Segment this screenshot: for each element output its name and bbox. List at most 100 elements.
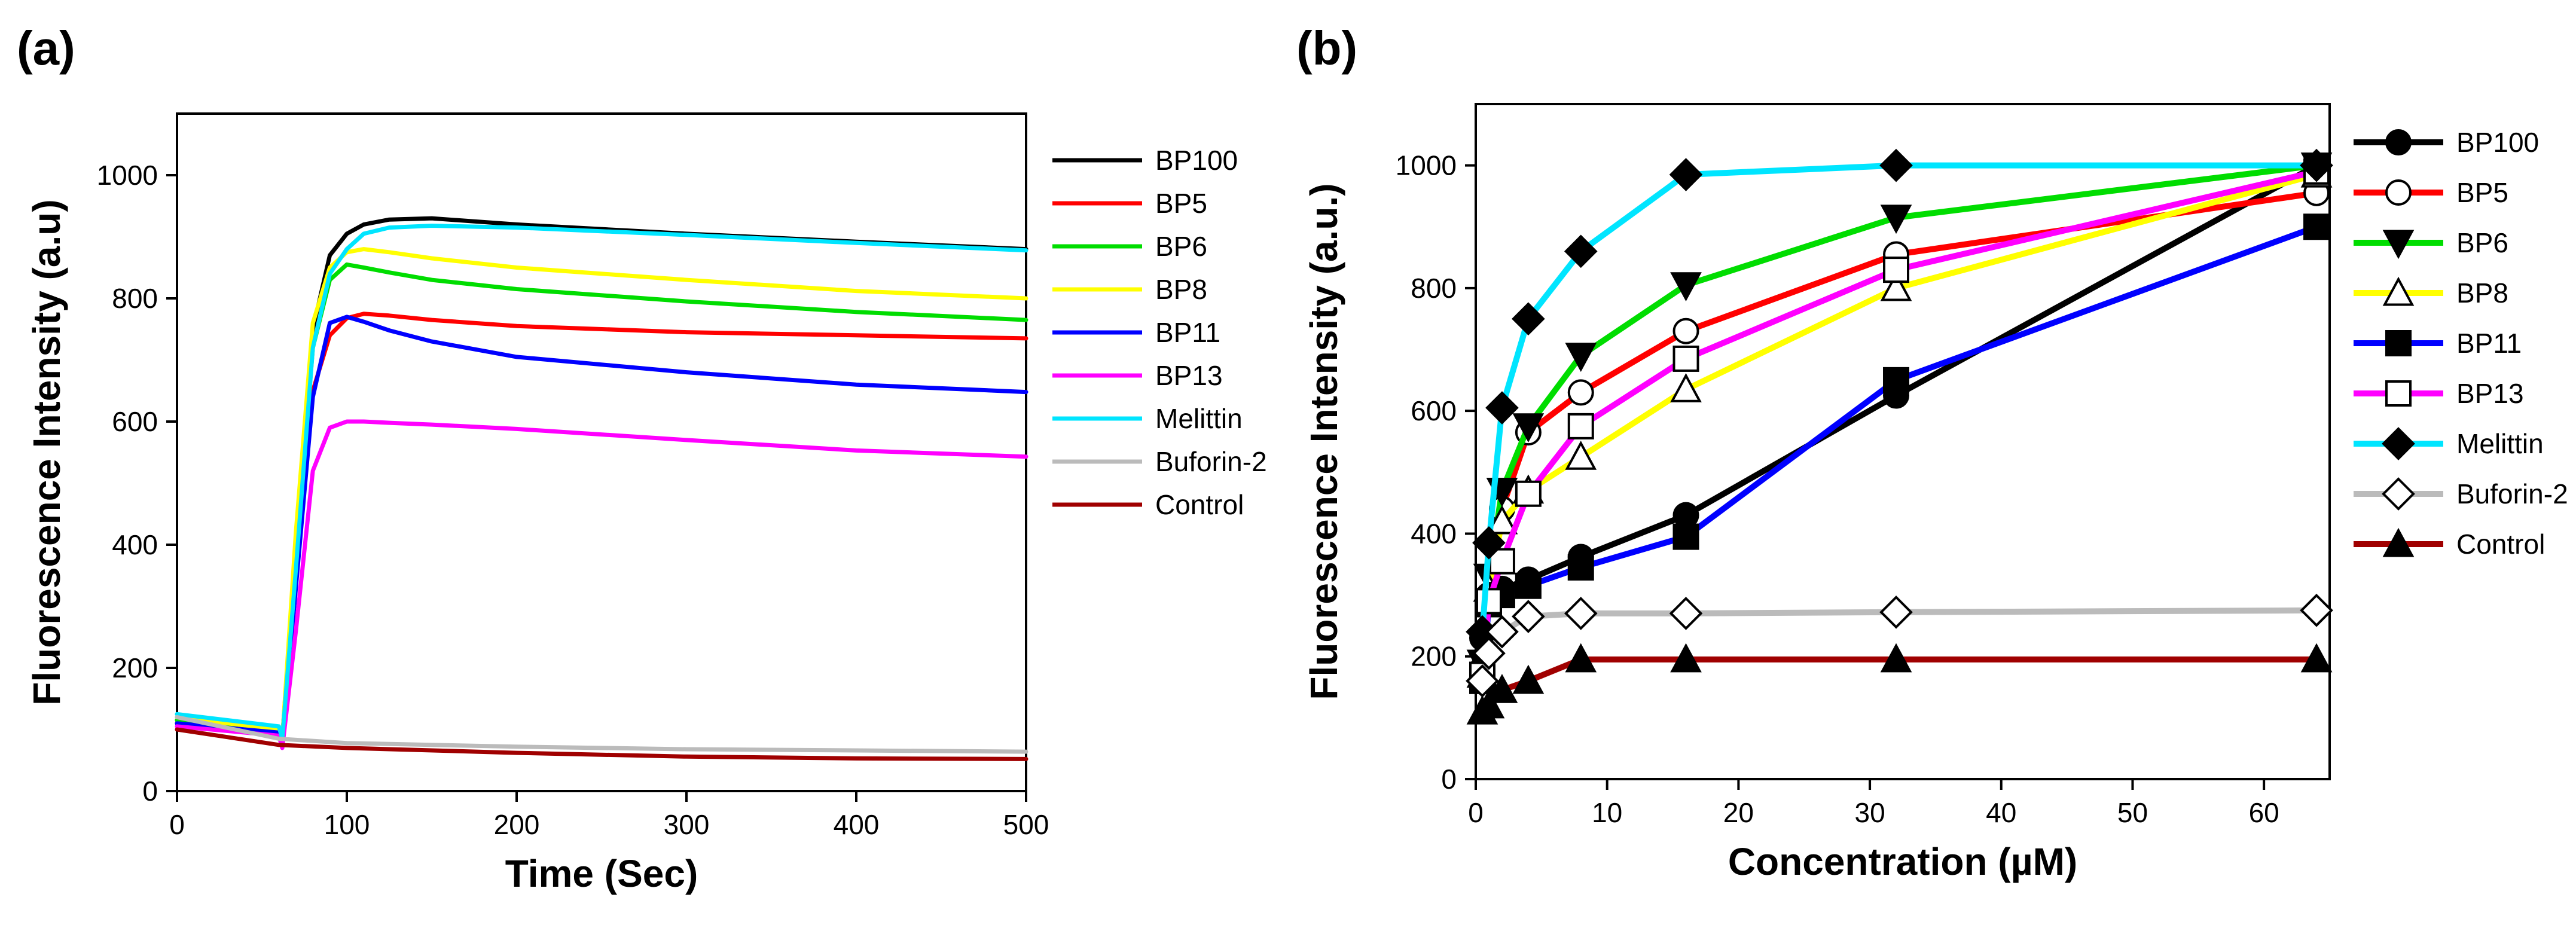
data-point-melittin [1879, 148, 1913, 182]
data-point-control [1880, 643, 1912, 673]
y-axis-title: Fluorescence Intensity (a.u.) [1302, 183, 1345, 700]
series-line-bp6 [1479, 162, 2319, 666]
series-line-buforin-2 [175, 715, 1028, 754]
data-point-buforin-2 [1485, 615, 1519, 649]
legend-label: BP13 [1155, 360, 1223, 391]
y-tick-label: 400 [1411, 518, 1457, 549]
legend-marker [2385, 129, 2412, 155]
data-point-bp8 [1486, 505, 1518, 535]
x-tick-label: 0 [169, 809, 185, 840]
legend-label: Buforin-2 [1155, 446, 1267, 477]
plot-frame [176, 112, 1027, 792]
data-point-bp13 [1567, 413, 1594, 439]
y-tick-label: 400 [112, 529, 158, 560]
legend-label: BP11 [2456, 328, 2522, 359]
legend-entry-control: Control [1052, 489, 1244, 520]
data-point-bp6 [1565, 343, 1597, 373]
data-point-melittin [1669, 158, 1703, 191]
data-point-bp8 [1565, 440, 1597, 470]
legend-label: Melittin [2456, 428, 2544, 459]
legend-marker [2385, 179, 2412, 206]
y-axis-title: Fluorescence Intensity (a.u) [25, 199, 68, 705]
x-axis-title: Concentration (µM) [1728, 840, 2077, 883]
data-point-control [1486, 673, 1518, 703]
legend-marker [2382, 230, 2415, 260]
y-tick-label: 600 [112, 406, 158, 437]
x-tick-label: 100 [324, 809, 370, 840]
data-point-bp8 [1670, 373, 1702, 402]
x-tick-label: 60 [2249, 797, 2279, 828]
series-control [175, 727, 1028, 761]
series-bp100 [1469, 152, 2330, 651]
data-point-melittin [2300, 148, 2333, 182]
series-line-bp11 [175, 315, 1028, 744]
x-tick-label: 30 [1854, 797, 1885, 828]
x-tick-label: 50 [2117, 797, 2148, 828]
data-point-buforin-2 [1564, 597, 1598, 630]
x-tick-label: 500 [1003, 809, 1049, 840]
legend-entry-buforin-2: Buforin-2 [2354, 477, 2568, 511]
data-point-bp6 [1512, 413, 1545, 443]
data-point-control [1473, 689, 1505, 719]
legend-label: Control [1155, 489, 1244, 520]
legend-label: BP8 [2456, 277, 2508, 309]
data-point-bp6 [1880, 204, 1912, 234]
data-point-buforin-2 [2300, 593, 2333, 627]
data-point-melittin [1485, 391, 1519, 425]
legend-entry-bp11: BP11 [2354, 328, 2522, 359]
legend-label: BP6 [1155, 231, 1207, 262]
data-point-melittin [1512, 302, 1545, 336]
legend-label: Buforin-2 [2456, 478, 2568, 509]
y-tick-label: 200 [112, 652, 158, 683]
legend-label: BP8 [1155, 274, 1207, 305]
x-tick-label: 400 [834, 809, 880, 840]
data-point-bp11 [1567, 554, 1594, 581]
legend-entry-melittin: Melittin [1052, 403, 1243, 434]
data-point-buforin-2 [1512, 600, 1545, 633]
series-buforin-2 [1466, 593, 2333, 698]
legend-label: Melittin [1155, 403, 1243, 434]
legend-label: BP100 [1155, 145, 1238, 176]
data-point-bp8 [1880, 271, 1912, 301]
legend-entry-bp100: BP100 [1052, 145, 1238, 176]
legend-label: Control [2456, 529, 2545, 560]
data-point-bp5 [1567, 379, 1594, 406]
legend-entry-bp8: BP8 [1052, 274, 1207, 305]
panel-a-line-chart: (a) 0 100 200 300 400 500 0 200 400 600 800 1000 Time… [17, 22, 1267, 895]
data-point-control [1565, 643, 1597, 673]
data-point-bp13 [1515, 480, 1542, 507]
series-bp5 [175, 312, 1028, 744]
data-point-control [1670, 643, 1702, 673]
y-tick-label: 1000 [97, 160, 158, 191]
y-tick-label: 1000 [1396, 150, 1457, 181]
legend-entry-bp13: BP13 [2354, 378, 2524, 409]
series-melittin [175, 224, 1028, 741]
x-tick-label: 200 [494, 809, 540, 840]
legend-entry-bp5: BP5 [2354, 177, 2508, 208]
legend-entry-bp11: BP11 [1052, 317, 1220, 348]
legend-label: BP100 [2456, 127, 2539, 158]
data-point-bp6 [1670, 272, 1702, 301]
series-control [1466, 643, 2333, 725]
legend-marker [2382, 527, 2415, 557]
x-tick-label: 20 [1723, 797, 1754, 828]
x-tick-label: 10 [1592, 797, 1622, 828]
data-point-control [2300, 643, 2333, 673]
x-tick-label: 40 [1986, 797, 2016, 828]
data-point-bp13 [1475, 588, 1502, 615]
legend-marker [2382, 276, 2415, 306]
y-tick-label: 800 [1411, 273, 1457, 304]
legend-marker [2385, 330, 2412, 356]
legend-entry-bp13: BP13 [1052, 360, 1223, 391]
y-tick-label: 800 [112, 283, 158, 314]
panel-label: (a) [17, 22, 75, 75]
series-buforin-2 [175, 715, 1028, 754]
y-tick-label: 0 [142, 776, 158, 807]
legend-marker [2385, 380, 2412, 407]
legend-entry-bp6: BP6 [1052, 231, 1207, 262]
legend-entry-bp6: BP6 [2354, 227, 2508, 260]
series-bp11 [175, 315, 1028, 744]
legend-entry-buforin-2: Buforin-2 [1052, 446, 1267, 477]
data-point-bp11 [1883, 367, 1910, 393]
